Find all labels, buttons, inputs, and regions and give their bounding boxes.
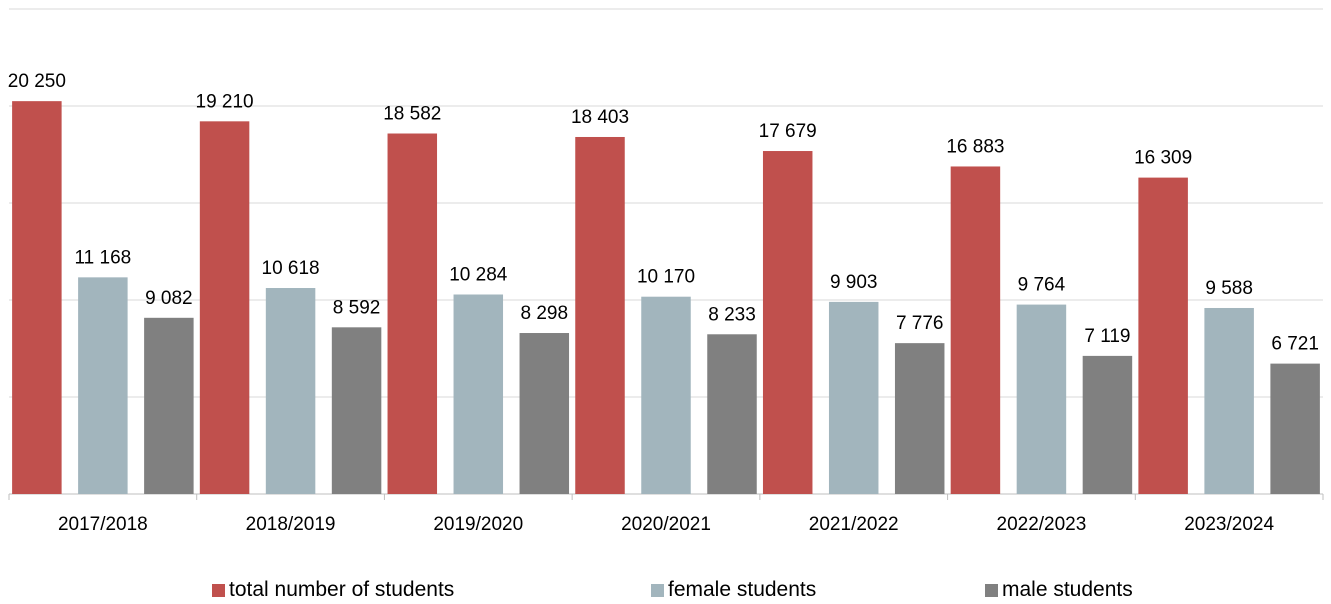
x-tick-label-5: 2022/2023 xyxy=(997,514,1087,535)
x-tick-label-6: 2023/2024 xyxy=(1184,514,1274,535)
bar-label-total-3: 18 403 xyxy=(571,107,629,128)
bar-female-4 xyxy=(828,301,879,494)
bar-label-male-5: 7 119 xyxy=(1084,326,1130,347)
bar-label-female-5: 9 764 xyxy=(1018,275,1066,296)
bar-total-2 xyxy=(387,133,438,494)
legend-swatch-total xyxy=(212,583,225,597)
bar-female-2 xyxy=(453,294,504,494)
bar-male-3 xyxy=(707,334,757,494)
bar-male-0 xyxy=(144,317,194,494)
bars xyxy=(12,101,1320,495)
bar-label-female-6: 9 588 xyxy=(1205,278,1253,299)
bar-label-total-2: 18 582 xyxy=(383,104,441,125)
legend-swatch-female xyxy=(651,583,664,597)
x-tick-label-1: 2018/2019 xyxy=(246,514,336,535)
bar-label-male-0: 9 082 xyxy=(145,288,193,309)
bar-total-1 xyxy=(199,121,250,495)
bar-female-0 xyxy=(78,277,128,494)
bar-label-total-1: 19 210 xyxy=(196,91,254,112)
bar-male-2 xyxy=(519,333,570,494)
legend-item-female: female students xyxy=(651,578,816,602)
bar-label-male-1: 8 592 xyxy=(333,297,381,318)
legend-label-female: female students xyxy=(668,578,817,601)
x-axis: 2017/2018 2018/2019 2019/2020 2020/2021 2021… xyxy=(8,494,1324,535)
legend: total number of students female students… xyxy=(0,578,1331,604)
bar-female-5 xyxy=(1016,304,1067,494)
bar-label-total-5: 16 883 xyxy=(946,136,1004,157)
bar-label-total-4: 17 679 xyxy=(759,121,817,142)
legend-item-total: total number of students xyxy=(212,578,454,602)
bar-total-3 xyxy=(575,136,625,494)
bar-label-male-4: 7 776 xyxy=(896,313,944,334)
bar-male-5 xyxy=(1082,355,1133,494)
bar-male-6 xyxy=(1270,363,1320,494)
bar-male-1 xyxy=(331,327,382,494)
bar-label-male-6: 6 721 xyxy=(1271,334,1319,355)
legend-label-male: male students xyxy=(1002,578,1133,601)
bar-label-total-0: 20 250 xyxy=(8,71,66,92)
bar-label-male-2: 8 298 xyxy=(521,303,569,324)
bar-label-female-1: 10 618 xyxy=(262,258,320,279)
bar-female-1 xyxy=(265,288,316,494)
legend-item-male: male students xyxy=(985,578,1133,602)
bar-female-3 xyxy=(641,296,691,494)
x-tick-label-2: 2019/2020 xyxy=(433,514,523,535)
bar-label-female-0: 11 168 xyxy=(75,247,132,268)
bar-total-4 xyxy=(762,151,813,494)
x-tick-label-3: 2020/2021 xyxy=(621,514,711,535)
bar-female-6 xyxy=(1204,307,1254,494)
legend-swatch-male xyxy=(985,583,998,597)
bar-total-5 xyxy=(950,166,1001,495)
bar-total-0 xyxy=(12,101,62,495)
bar-label-female-4: 9 903 xyxy=(830,272,878,293)
bar-label-total-6: 16 309 xyxy=(1134,148,1192,169)
legend-label-total: total number of students xyxy=(229,578,455,601)
bar-label-male-3: 8 233 xyxy=(708,304,756,325)
bar-total-6 xyxy=(1138,177,1188,494)
bar-male-4 xyxy=(894,343,945,494)
bar-labels: 20 250 11 168 9 082 19 210 10 618 8 592 18 582… xyxy=(8,71,1319,354)
bar-label-female-2: 10 284 xyxy=(449,264,508,285)
x-tick-label-0: 2017/2018 xyxy=(58,514,148,535)
x-tick-label-4: 2021/2022 xyxy=(809,514,899,535)
bar-label-female-3: 10 170 xyxy=(637,267,695,288)
